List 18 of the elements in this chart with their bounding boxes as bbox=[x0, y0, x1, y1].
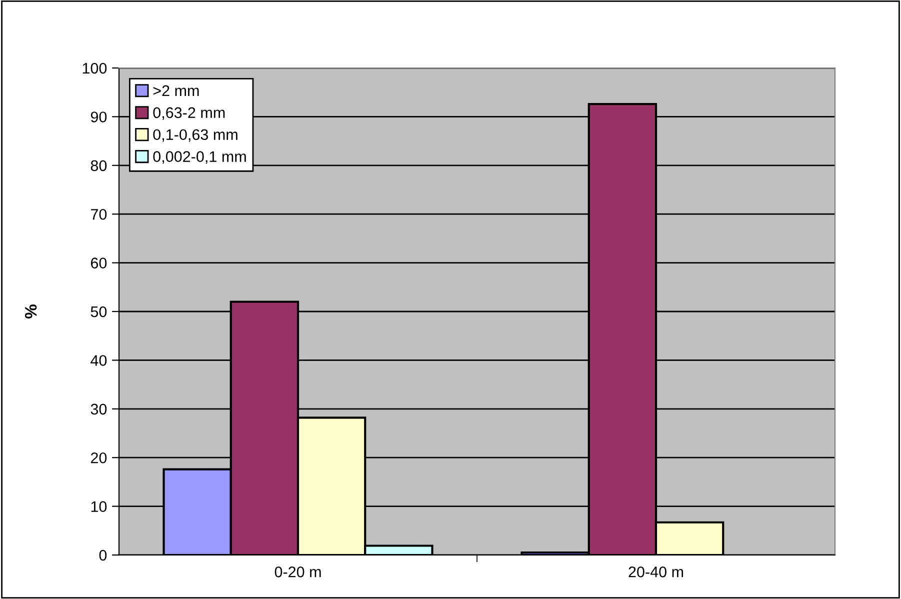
x-tick-label: 20-40 m bbox=[628, 566, 684, 578]
x-tick-label: 0-20 m bbox=[274, 566, 321, 578]
legend-label: 0,1-0,63 mm bbox=[153, 129, 238, 142]
y-tick-label: 20 bbox=[90, 452, 107, 464]
y-tick-label: 0 bbox=[99, 550, 107, 561]
y-tick-label: 70 bbox=[90, 208, 107, 220]
legend-label: 0,002-0,1 mm bbox=[153, 151, 246, 164]
y-tick-label: 80 bbox=[90, 160, 107, 172]
y-tick-label: 100 bbox=[82, 62, 107, 74]
y-axis-title: % bbox=[24, 304, 37, 318]
y-tick-label: 50 bbox=[90, 306, 107, 318]
y-tick-label: 40 bbox=[90, 355, 107, 366]
legend-label: >2 mm bbox=[153, 85, 199, 96]
y-tick-label: 30 bbox=[90, 404, 107, 415]
legend-label: 0,63-2 mm bbox=[153, 107, 225, 120]
y-tick-label: 60 bbox=[90, 258, 107, 268]
y-tick-label: 90 bbox=[90, 112, 107, 122]
y-tick-label: 10 bbox=[91, 501, 107, 512]
